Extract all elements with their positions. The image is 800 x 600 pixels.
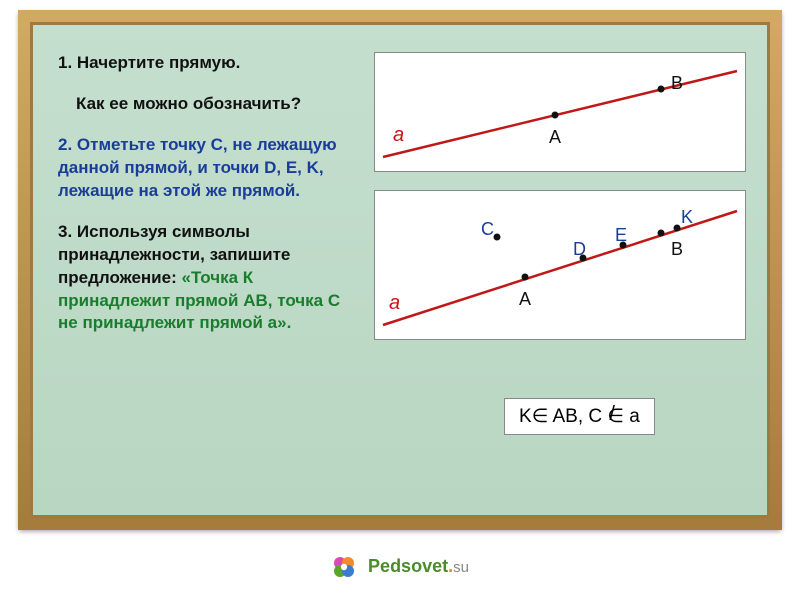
right-column: ABa ADEBKCa K∈ AB, C ∈/ a [374, 52, 746, 498]
formula-in: ∈ [532, 406, 549, 427]
left-column: 1. Начертите прямую. Как ее можно обозна… [58, 52, 360, 498]
figure-2-svg: A D E BK Ca [375, 191, 747, 341]
fig2-point-B [658, 230, 665, 237]
formula-a: a [624, 406, 640, 427]
fig2-point-A [522, 274, 529, 281]
footer-brand-green: Pedsovet [368, 556, 448, 576]
footer: Pedsovet.su [0, 554, 800, 580]
fig1-label-A: A [549, 127, 561, 147]
footer-brand-gray: su [453, 559, 469, 576]
figure-1-svg: A Ba [375, 53, 747, 173]
fig2-line [383, 211, 737, 325]
fig2-label-E: E [615, 225, 627, 245]
flower-icon [331, 554, 357, 580]
formula-row: K∈ AB, C ∈/ a [374, 358, 746, 435]
task-1-line-1: 1. Начертите прямую. [58, 52, 360, 75]
fig1-a-label: a [393, 124, 404, 146]
task-2: 2. Отметьте точку С, не лежащую данной п… [58, 134, 360, 203]
fig2-label-D: D [573, 239, 586, 259]
fig2-label-C: C [481, 219, 494, 239]
formula-k: K [519, 406, 532, 427]
formula-c: C [588, 406, 607, 427]
fig1-label-B: B [671, 73, 683, 93]
fig2-label-K: K [681, 207, 693, 227]
fig2-point-C [494, 234, 501, 241]
figure-1: A Ba [374, 52, 746, 172]
task-3-intro: 3. Используя символы принадлежности, зап… [58, 222, 290, 287]
figure-2: A D E BK Ca [374, 190, 746, 340]
formula-notin: ∈/ [607, 405, 624, 428]
formula-ab: AB, [548, 406, 588, 427]
fig2-label-A: A [519, 289, 531, 309]
fig1-point-A [552, 112, 559, 119]
content-row: 1. Начертите прямую. Как ее можно обозна… [58, 52, 746, 498]
fig1-point-B [658, 86, 665, 93]
formula-notin-slash: / [609, 403, 615, 426]
fig2-a-label: a [389, 292, 400, 314]
fig2-point-K [674, 225, 681, 232]
formula-box: K∈ AB, C ∈/ a [504, 398, 655, 435]
fig2-label-B: B [671, 239, 683, 259]
chalkboard: 1. Начертите прямую. Как ее можно обозна… [18, 10, 782, 530]
task-3: 3. Используя символы принадлежности, зап… [58, 221, 360, 336]
task-1-line-2: Как ее можно обозначить? [76, 93, 360, 116]
